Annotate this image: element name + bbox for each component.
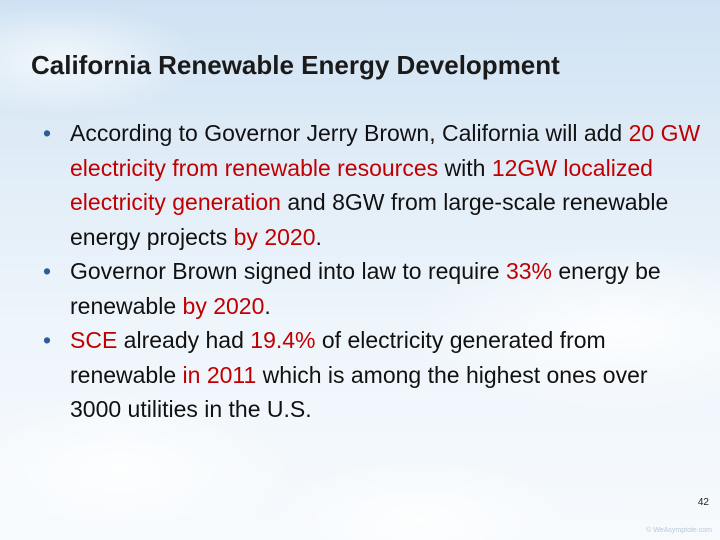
- highlight-text: 33%: [505, 258, 552, 284]
- bullet-text: of electricity generated from renewable: [70, 327, 606, 388]
- bullet-text: already had: [117, 327, 251, 353]
- bullet-text: with: [438, 154, 492, 181]
- highlight-text: by 2020: [182, 292, 265, 319]
- bullet-text: energy be renewable: [70, 258, 661, 319]
- slide-title: California Renewable Energy Development: [31, 50, 560, 80]
- bullet-text: and 8GW from large-scale renewable energ…: [70, 189, 669, 250]
- bullet-text: .: [264, 292, 271, 319]
- highlight-text: 19.4%: [250, 327, 316, 353]
- bullet-item: • According to Governor Jerry Brown, Cal…: [43, 116, 703, 254]
- bullet-item: • Governor Brown signed into law to requ…: [43, 254, 703, 323]
- highlight-text: in 2011: [182, 361, 257, 388]
- highlight-text: 12GW localized electricity generation: [70, 154, 653, 216]
- bullet-dot-icon: •: [43, 258, 52, 284]
- highlight-text: by 2020: [233, 223, 316, 250]
- bullet-dot-icon: •: [43, 120, 52, 146]
- bullet-item: • SCE already had 19.4% of electricity g…: [43, 323, 703, 427]
- page-number: 42: [697, 497, 709, 508]
- bullet-text: Governor Brown signed into law to requir…: [70, 258, 506, 284]
- highlight-text: SCE: [70, 327, 118, 353]
- bullet-list: • According to Governor Jerry Brown, Cal…: [43, 116, 703, 427]
- bullet-dot-icon: •: [43, 327, 52, 353]
- bullet-text: which is among the highest ones over 300…: [70, 361, 648, 423]
- bullet-text: .: [315, 223, 322, 250]
- bullet-text: According to Governor Jerry Brown, Calif…: [70, 120, 629, 146]
- highlight-text: 20 GW electricity from renewable resourc…: [70, 120, 701, 181]
- watermark: © WeAsymptote.com: [646, 527, 712, 534]
